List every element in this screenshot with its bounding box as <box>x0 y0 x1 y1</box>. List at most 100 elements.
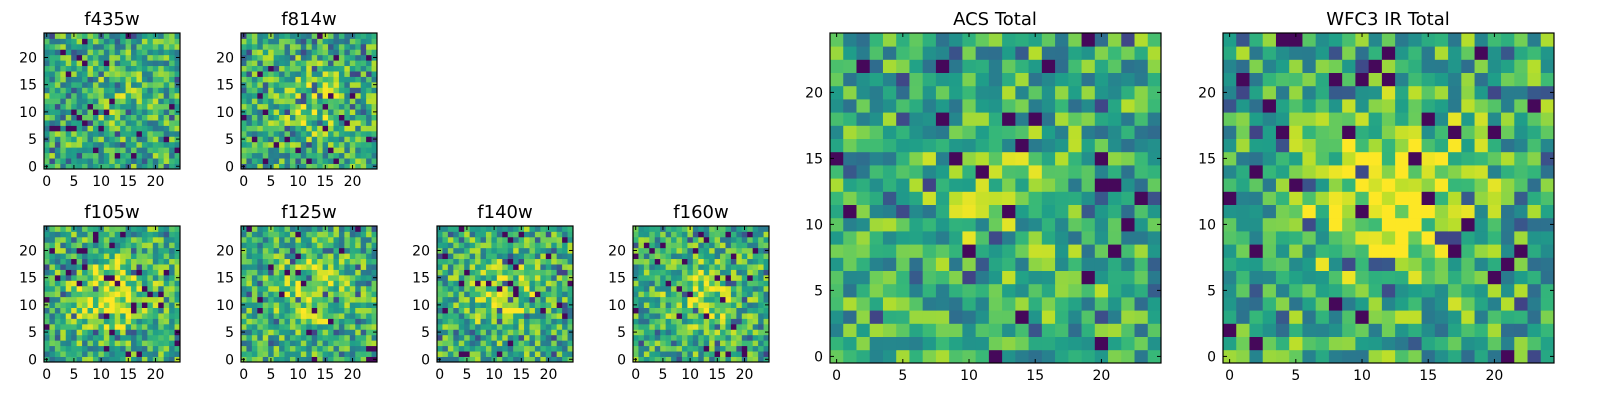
heatmap-cell <box>284 264 291 270</box>
heatmap-cell <box>54 54 61 61</box>
heatmap-cell <box>366 334 372 341</box>
heatmap-cell <box>366 247 372 254</box>
heatmap-cell <box>284 60 291 67</box>
y-tick-label: 0 <box>28 352 37 368</box>
heatmap-cell <box>322 43 329 50</box>
heatmap-cell <box>120 280 126 287</box>
heatmap-cell <box>763 296 770 303</box>
heatmap-cell <box>49 274 56 281</box>
heatmap-cell <box>328 269 334 276</box>
heatmap-cell <box>567 323 574 330</box>
heatmap-cell <box>246 307 253 314</box>
heatmap-cell <box>496 285 503 292</box>
heatmap-cell <box>1134 59 1149 73</box>
heatmap-cell <box>687 329 694 336</box>
heatmap-cell <box>763 236 770 243</box>
heatmap-cell <box>338 236 345 243</box>
heatmap-cell <box>567 318 574 325</box>
heatmap-cell <box>747 329 754 336</box>
heatmap-cell <box>65 318 72 325</box>
heatmap-cell <box>649 296 656 303</box>
heatmap-cell <box>469 329 476 336</box>
heatmap-cell <box>453 340 460 347</box>
x-tick-label: 20 <box>344 367 362 383</box>
heatmap-cell <box>464 340 471 347</box>
heatmap-cell <box>671 236 677 243</box>
heatmap-cell <box>687 258 694 265</box>
heatmap-cell <box>676 302 683 308</box>
heatmap-cell <box>676 307 683 314</box>
heatmap-cell <box>44 291 50 298</box>
heatmap-cell <box>714 274 721 281</box>
heatmap-cell <box>741 274 748 281</box>
heatmap-cell <box>158 285 165 292</box>
heatmap-cell <box>241 264 247 270</box>
heatmap-cell <box>76 49 83 56</box>
heatmap-cell <box>246 356 253 363</box>
heatmap-cell <box>92 345 99 352</box>
heatmap-cell <box>1041 59 1056 73</box>
heatmap-cell <box>49 98 56 105</box>
heatmap-cell <box>1015 310 1029 324</box>
heatmap-cell <box>856 257 871 271</box>
heatmap-cell <box>344 49 351 56</box>
heatmap-cell <box>741 291 748 298</box>
heatmap-cell <box>1527 283 1542 298</box>
heatmap-cell <box>163 81 170 88</box>
heatmap-cell <box>355 125 362 132</box>
heatmap-cell <box>284 163 291 170</box>
heatmap-cell <box>87 258 94 265</box>
heatmap-cell <box>141 226 148 232</box>
heatmap-cell <box>76 33 83 39</box>
heatmap-cell <box>1002 178 1016 192</box>
heatmap-cell <box>317 296 323 303</box>
heatmap-cell <box>453 291 460 298</box>
heatmap-cell <box>660 345 667 352</box>
heatmap-cell <box>524 253 530 260</box>
heatmap-cell <box>125 258 132 265</box>
heatmap-cell <box>306 87 313 94</box>
heatmap-cell <box>136 226 143 232</box>
heatmap-cell <box>246 43 253 50</box>
heatmap-cell <box>169 120 175 126</box>
heatmap-cell <box>1249 165 1264 179</box>
heatmap-cell <box>141 76 148 83</box>
heatmap-cell <box>328 98 334 105</box>
heatmap-cell <box>273 76 280 83</box>
heatmap-cell <box>333 60 340 67</box>
heatmap-cell <box>458 231 465 238</box>
heatmap-cell <box>1501 310 1515 324</box>
heatmap-cell <box>60 253 67 260</box>
heatmap-cell <box>458 323 465 330</box>
heatmap-cell <box>333 307 340 314</box>
heatmap-cell <box>480 236 487 243</box>
heatmap-cell <box>262 103 269 110</box>
heatmap-cell <box>60 351 67 357</box>
heatmap-cell <box>567 242 574 249</box>
x-tick-label: 10 <box>960 368 978 384</box>
heatmap-cell <box>333 274 340 281</box>
heatmap-cell <box>540 323 547 330</box>
heatmap-cell <box>830 270 844 285</box>
heatmap-cell <box>843 270 857 285</box>
heatmap-cell <box>1236 244 1250 258</box>
heatmap-cell <box>82 334 88 341</box>
heatmap-cell <box>962 231 977 245</box>
heatmap-cell <box>1134 72 1149 87</box>
heatmap-cell <box>638 280 645 287</box>
heatmap-cell <box>147 291 154 298</box>
heatmap-cell <box>513 264 519 270</box>
heatmap-cell <box>720 334 726 341</box>
heatmap-cell <box>174 345 181 352</box>
heatmap-cell <box>44 280 50 287</box>
heatmap-cell <box>103 247 110 254</box>
heatmap-cell <box>360 356 367 363</box>
heatmap-cell <box>306 65 313 72</box>
heatmap-cell <box>257 296 264 303</box>
heatmap-cell <box>988 297 1003 311</box>
heatmap-cell <box>125 114 132 121</box>
heatmap-cell <box>1342 297 1356 311</box>
heatmap-cell <box>1289 151 1303 166</box>
heatmap-cell <box>1461 257 1475 271</box>
heatmap-cell <box>360 231 367 238</box>
